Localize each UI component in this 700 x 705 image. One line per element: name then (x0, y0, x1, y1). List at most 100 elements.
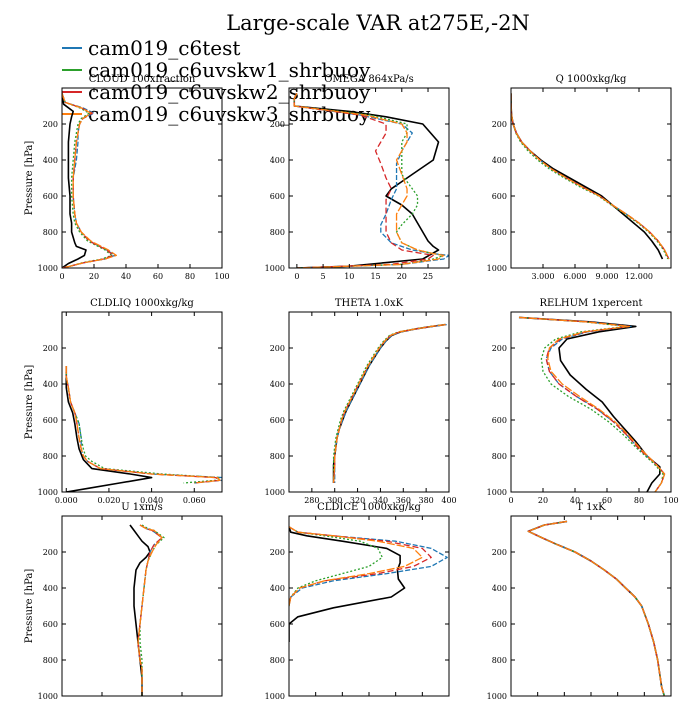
panel-5: THETA 1.0xK 280 300 320 340 360 380 400 200 400 60… (265, 298, 457, 505)
y-tick-label: 800 (270, 452, 285, 461)
x-tick-label: 80 (634, 496, 644, 505)
panels-group: CLOUD 100xfraction Pressure [hPa] 0 20 40 60 8… (24, 74, 679, 705)
y-tick-label: 800 (270, 228, 285, 237)
x-tick-label: 320 (350, 496, 365, 505)
y-tick-label: 1000 (487, 488, 507, 497)
panel-1: CLOUD 100xfraction Pressure [hPa] 0 20 40 60 8… (24, 74, 230, 281)
y-tick-label: 400 (492, 380, 507, 389)
y-tick-label: 1000 (487, 264, 507, 273)
y-tick-label: 1000 (38, 692, 58, 700)
plot-frame (61, 87, 223, 269)
series-line-case-2 (62, 93, 113, 268)
y-tick-label: 1000 (38, 264, 58, 273)
series-line-case-4 (289, 526, 423, 607)
y-tick-label: 800 (43, 452, 58, 461)
y-tick-label: 200 (43, 120, 58, 129)
series-line-case-3 (332, 323, 446, 484)
y-tick-label: 800 (492, 228, 507, 237)
series-line-black (511, 93, 664, 260)
y-axis-label: Pressure [hPa] (24, 141, 35, 216)
panel-2: OMEGA 864xPa/s 0 5 10 15 20 25 200 400 600 800 1000 (265, 74, 450, 281)
legend-label-3: cam019_c6uvskw2_shrbuoy (88, 80, 371, 104)
series-line-black (293, 93, 440, 268)
y-tick-label: 600 (43, 192, 58, 201)
panel-title: U 1xm/s (121, 502, 163, 513)
series-line-case-4 (518, 316, 666, 492)
series-group (65, 366, 222, 492)
series-line-case-2 (289, 526, 383, 607)
series-line-case-4 (332, 323, 446, 484)
y-tick-label: 400 (492, 156, 507, 165)
x-tick-label: 40 (570, 496, 580, 505)
panel-9: T 1xK18020022024026028030020040060080010… (487, 502, 679, 705)
y-tick-label: 1000 (265, 264, 285, 273)
panel-title: CLDLIQ 1000xkg/kg (90, 298, 194, 309)
x-tick-label: 60 (153, 272, 163, 281)
plot-frame (510, 515, 672, 697)
x-tick-label: 0 (508, 496, 513, 505)
series-group (62, 93, 118, 268)
y-tick-label: 400 (492, 584, 507, 593)
x-tick-label: 0 (294, 272, 299, 281)
y-tick-label: 1000 (38, 488, 58, 497)
figure-title: Large-scale VAR at275E,-2N (226, 11, 530, 35)
panel-title: OMEGA 864xPa/s (324, 74, 414, 85)
x-tick-label: 12.000 (625, 272, 653, 281)
series-line-case-4 (65, 366, 221, 484)
series-line-black (289, 526, 406, 642)
series-line-case-4 (293, 93, 445, 268)
plot-frame (288, 311, 450, 493)
x-tick-label: 10 (344, 272, 354, 281)
y-tick-label: 800 (270, 656, 285, 665)
y-tick-label: 600 (492, 620, 507, 629)
series-group (518, 316, 666, 492)
x-tick-label: 280 (304, 496, 319, 505)
panel-4: CLDLIQ 1000xkg/kg Pressure [hPa] 0.000 0.02… (24, 298, 223, 505)
series-line-case-3 (527, 520, 665, 696)
series-line-case-2 (527, 520, 665, 696)
y-tick-label: 600 (270, 192, 285, 201)
y-tick-label: 600 (492, 416, 507, 425)
y-axis-label: Pressure [hPa] (24, 365, 35, 440)
y-tick-label: 200 (270, 344, 285, 353)
x-tick-label: 0.060 (183, 496, 206, 505)
series-line-black (129, 524, 151, 696)
series-line-black (527, 520, 666, 696)
series-line-case-2 (511, 93, 669, 260)
series-line-black (62, 93, 87, 268)
x-tick-label: 80 (185, 272, 195, 281)
series-line-case-1 (289, 526, 448, 607)
y-tick-label: 400 (270, 156, 285, 165)
plot-frame (510, 87, 672, 269)
series-line-case-1 (527, 520, 665, 696)
y-tick-label: 200 (270, 120, 285, 129)
x-tick-label: 300 (327, 496, 342, 505)
panel-title: RELHUM 1xpercent (539, 298, 642, 309)
x-tick-label: 3.000 (532, 272, 555, 281)
y-tick-label: 800 (43, 656, 58, 665)
x-tick-label: 20 (89, 272, 99, 281)
series-line-case-4 (62, 93, 118, 268)
y-tick-label: 400 (43, 584, 58, 593)
x-tick-label: 100 (214, 272, 229, 281)
series-line-case-1 (334, 323, 447, 483)
x-tick-label: 360 (396, 496, 411, 505)
y-tick-label: 400 (43, 380, 58, 389)
y-tick-label: 800 (492, 656, 507, 665)
y-tick-label: 200 (492, 548, 507, 557)
x-tick-label: 380 (419, 496, 434, 505)
legend-label-1: cam019_c6test (88, 36, 240, 60)
y-tick-label: 400 (270, 584, 285, 593)
y-tick-label: 1000 (265, 692, 285, 700)
x-tick-label: 400 (441, 496, 456, 505)
x-tick-label: 9.000 (596, 272, 619, 281)
x-tick-label: 340 (373, 496, 388, 505)
x-tick-label: 6.000 (564, 272, 587, 281)
x-tick-label: 25 (423, 272, 433, 281)
y-tick-label: 600 (270, 620, 285, 629)
series-line-case-4 (137, 524, 163, 696)
y-tick-label: 600 (492, 192, 507, 201)
